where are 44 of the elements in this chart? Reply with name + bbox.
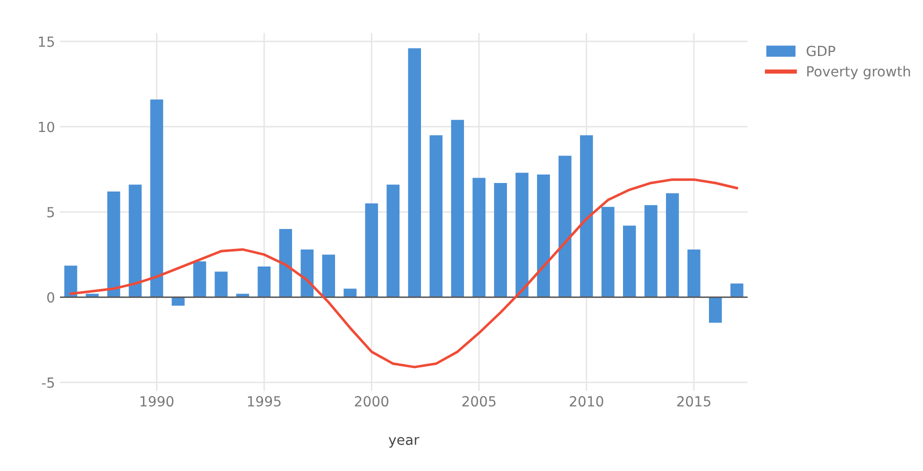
- bar: [386, 184, 400, 298]
- x-tick-label: 1990: [140, 396, 174, 407]
- bar: [494, 182, 507, 298]
- bar: [537, 174, 550, 298]
- y-tick-label: 15: [38, 36, 54, 47]
- bar: [279, 228, 292, 298]
- bar: [666, 193, 679, 298]
- bar: [687, 249, 700, 298]
- bar: [365, 203, 378, 298]
- bar: [258, 266, 271, 298]
- bar: [516, 172, 528, 298]
- line-series: [69, 178, 738, 368]
- x-tick-label: 1995: [248, 396, 281, 407]
- bar: [644, 205, 658, 298]
- x-tick-label: 2000: [354, 396, 388, 407]
- bar: [602, 206, 614, 298]
- bar: [622, 226, 636, 298]
- y-tick-label: -5: [42, 378, 54, 388]
- bar: [64, 266, 78, 298]
- bar: [150, 99, 164, 298]
- bar: [580, 135, 593, 298]
- bar: [558, 156, 572, 298]
- bar: [430, 135, 442, 298]
- legend-label: GDP: [806, 46, 836, 56]
- bar: [107, 191, 120, 298]
- x-axis-title: year: [388, 437, 420, 448]
- bar: [344, 288, 357, 298]
- bar: [708, 297, 722, 323]
- legend-label: Poverty growth: [807, 66, 910, 80]
- y-tick-label: 5: [47, 207, 54, 218]
- y-tick-label: 10: [38, 122, 54, 132]
- bar: [472, 178, 486, 298]
- bar: [128, 184, 142, 298]
- bar: [300, 249, 314, 298]
- bar: [451, 120, 464, 298]
- x-tick-label: 2005: [462, 396, 496, 407]
- x-tick-label: 2015: [677, 396, 710, 407]
- x-tick-label: 2010: [570, 396, 604, 407]
- bar: [408, 48, 422, 298]
- bar: [322, 254, 336, 298]
- bar: [214, 272, 228, 298]
- y-tick-label: 0: [47, 292, 54, 303]
- bar: [193, 261, 206, 298]
- bar: [730, 284, 744, 298]
